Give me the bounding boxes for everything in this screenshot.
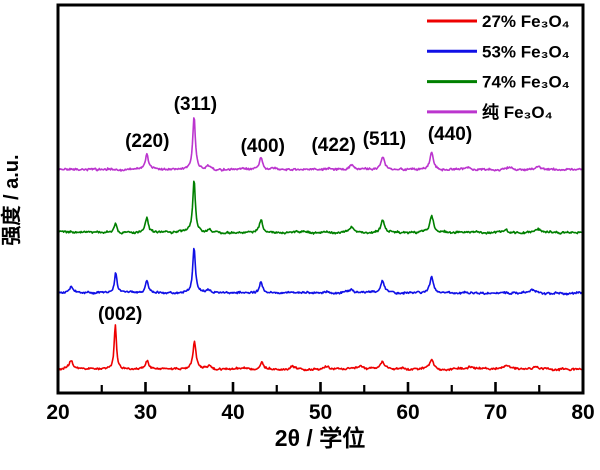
xrd-curve-3 [57, 180, 584, 235]
peak-label-311: (311) [174, 94, 217, 115]
x-tick-label: 30 [134, 401, 157, 424]
legend-label-1: 27% Fe₃O₄ [482, 12, 570, 31]
x-tick-label: 80 [571, 401, 594, 424]
x-tick-label: 20 [46, 401, 69, 424]
x-tick-label: 40 [221, 401, 244, 424]
x-tick-label: 60 [396, 401, 419, 424]
legend-label-2: 53% Fe₃O₄ [482, 42, 570, 61]
x-axis-ticks [56, 382, 585, 392]
xrd-curve-1 [57, 324, 584, 372]
x-axis-title: 2θ / 学位 [275, 425, 365, 451]
peak-label-511: (511) [363, 129, 406, 150]
peak-label-400: (400) [241, 136, 285, 157]
x-tick-label: 50 [309, 401, 332, 424]
xrd-curve-2 [57, 247, 584, 296]
peak-label-440: (440) [428, 124, 472, 145]
x-tick-label: 70 [484, 401, 507, 424]
peak-annotation-labels: (002) (220)(311) (400) (422) (511) (440) [98, 94, 472, 325]
legend-label-3: 74% Fe₃O₄ [482, 73, 570, 92]
peak-label-422: (422) [311, 135, 355, 156]
y-axis-title: 强度 / a.u. [0, 154, 23, 245]
xrd-curve-4 [57, 117, 584, 172]
x-axis-tick-labels: 20 30 40 50 60 70 80 [46, 401, 594, 424]
legend-label-4: 纯 Fe₃O₄ [482, 102, 553, 122]
peak-label-220: (220) [125, 131, 169, 152]
curves-layer [57, 117, 584, 372]
legend: 27% Fe₃O₄ 53% Fe₃O₄ 74% Fe₃O₄ 纯 Fe₃O₄ [427, 12, 570, 122]
plot-frame [56, 3, 585, 395]
peak-label-002: (002) [98, 304, 142, 325]
